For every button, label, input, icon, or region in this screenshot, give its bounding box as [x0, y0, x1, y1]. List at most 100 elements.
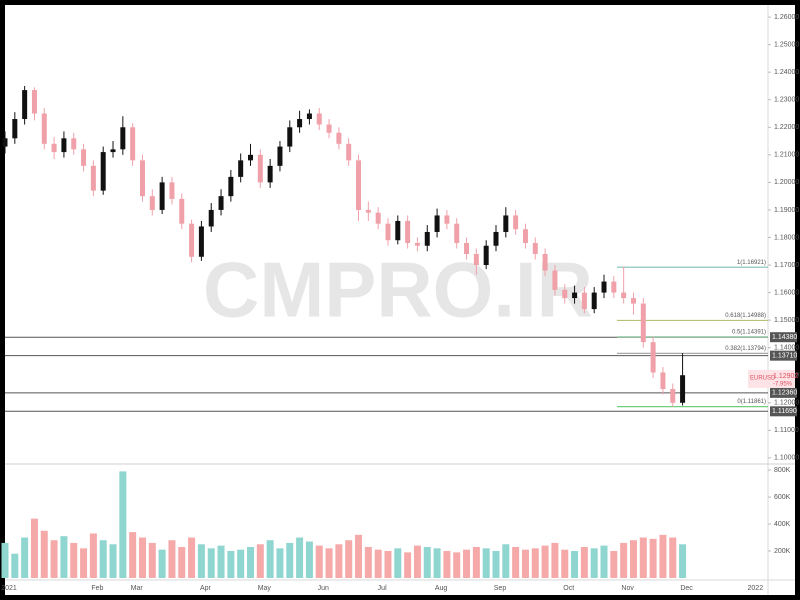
candle-body: [316, 113, 322, 125]
y-tick-label: 1.23000: [774, 97, 799, 104]
volume-tick-label: 400K: [774, 521, 791, 528]
volume-bar: [266, 540, 274, 578]
candle-body: [395, 220, 401, 241]
volume-bar: [178, 546, 186, 578]
volume-tick-label: 600K: [774, 494, 791, 501]
y-tick-label: 1.20000: [774, 179, 799, 186]
candle-body: [2, 138, 8, 147]
volume-bar: [286, 542, 294, 578]
x-tick-label: Nov: [621, 585, 634, 592]
candle-body: [591, 292, 597, 310]
candle-body: [365, 209, 371, 213]
background: [5, 5, 795, 595]
volume-bar: [413, 545, 421, 578]
volume-bar: [512, 546, 520, 578]
candle-body: [159, 182, 165, 210]
price-tag: [748, 369, 795, 388]
candle-body: [424, 231, 430, 246]
y-tick-label: 1.26000: [774, 14, 799, 21]
candle-body: [542, 254, 548, 271]
volume-bar: [207, 548, 215, 578]
candle-body: [454, 223, 460, 243]
volume-bar: [541, 545, 549, 578]
volume-bar: [610, 551, 618, 578]
x-tick-label: Aug: [435, 585, 448, 592]
candle-body: [287, 127, 293, 147]
candle-body: [120, 127, 126, 150]
change-label: -7.95%: [773, 381, 793, 387]
volume-bar: [305, 541, 313, 578]
volume-bar: [404, 552, 412, 578]
candle-body: [238, 160, 244, 177]
candle-body: [208, 209, 214, 227]
volume-bar: [247, 546, 254, 578]
y-tick-label: 1.14000: [774, 345, 799, 352]
level-tag-label: 1.12360: [772, 390, 797, 397]
y-tick-label: 1.22000: [774, 124, 799, 131]
volume-bar: [138, 537, 146, 578]
volume-bar: [384, 551, 392, 578]
volume-bar: [197, 544, 205, 578]
level-tag: [770, 332, 797, 343]
volume-bar: [600, 545, 608, 578]
x-tick-label: 2022: [748, 585, 764, 592]
volume-bar: [40, 530, 48, 578]
candle-body: [434, 215, 440, 232]
candle-body: [100, 152, 106, 191]
volume-bar: [60, 536, 68, 578]
volume-bar: [80, 548, 88, 578]
volume-bar: [364, 546, 372, 578]
candle-body: [257, 154, 263, 183]
volume-bar: [227, 551, 235, 578]
candle-body: [61, 138, 67, 153]
volume-bar: [629, 540, 637, 578]
volume-bar: [620, 542, 628, 578]
volume-bar: [256, 544, 264, 578]
volume-bar: [237, 549, 245, 578]
candle-body: [356, 160, 362, 210]
y-tick-label: 1.19000: [774, 207, 799, 214]
volume-bar: [296, 537, 304, 578]
volume-bar: [561, 549, 569, 578]
candle-body: [267, 165, 273, 183]
candle-body: [444, 215, 450, 224]
candle-body: [581, 292, 587, 310]
volume-bar: [119, 471, 127, 578]
volume-bar: [188, 537, 196, 578]
x-tick-label: Jul: [378, 585, 387, 592]
level-tag-label: 1.13710: [772, 353, 797, 360]
candle-body: [277, 146, 283, 166]
volume-bar: [580, 546, 588, 578]
y-tick-label: 1.21000: [774, 152, 799, 159]
candle-body: [81, 149, 87, 166]
candle-body: [680, 375, 686, 403]
volume-bar: [217, 545, 225, 578]
candle-body: [41, 113, 47, 144]
level-tag-label: 1.11690: [772, 408, 797, 415]
volume-bar: [1, 542, 9, 578]
candle-body: [621, 292, 627, 299]
x-tick-label: Jun: [318, 585, 329, 592]
candle-body: [473, 254, 479, 266]
x-tick-label: Dec: [680, 585, 693, 592]
candle-body: [12, 119, 18, 139]
y-tick-label: 1.15000: [774, 317, 799, 324]
y-tick-label: 1.17000: [774, 262, 799, 269]
volume-bar: [639, 537, 647, 578]
candle-body: [532, 242, 538, 255]
y-tick-label: 1.16000: [774, 289, 799, 296]
candle-body: [248, 154, 253, 161]
volume-bar: [433, 548, 441, 578]
y-tick-label: 1.11000: [774, 427, 799, 434]
volume-bar: [335, 544, 343, 578]
candle-body: [601, 281, 607, 293]
candle-body: [346, 143, 352, 161]
fib-label: 1(1.16921): [737, 260, 766, 266]
volume-bar: [11, 553, 19, 578]
x-tick-label: 2021: [1, 585, 17, 592]
y-tick-label: 1.10000: [774, 455, 799, 462]
candle-body: [336, 132, 342, 144]
candle-body: [22, 90, 28, 120]
